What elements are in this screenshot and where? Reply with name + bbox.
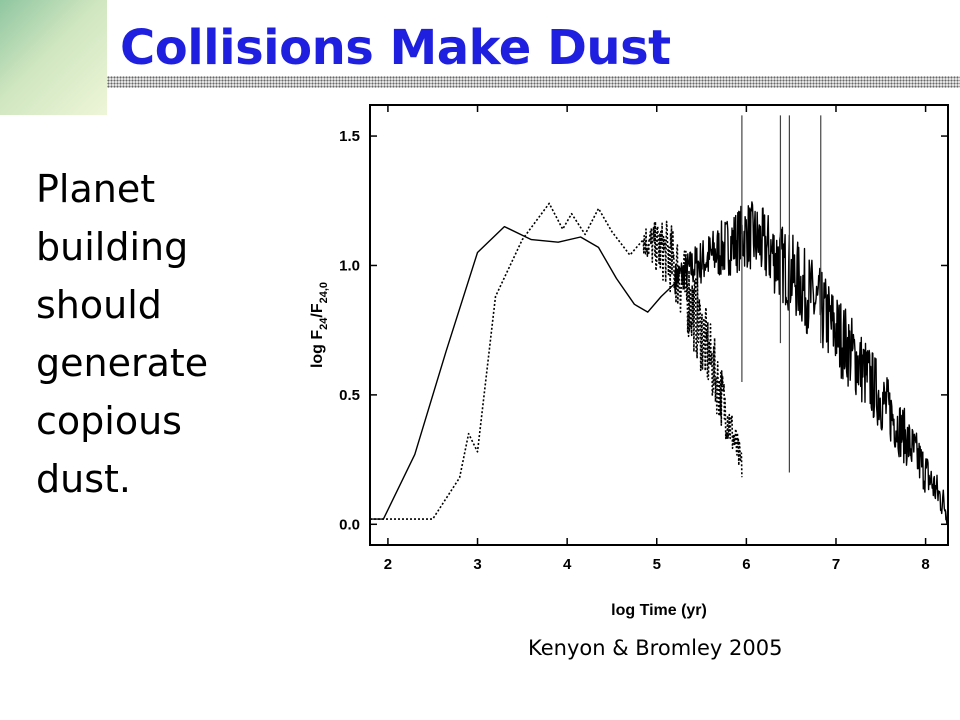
y-axis-label-sub2: 24,0 bbox=[318, 282, 330, 303]
slide-body-text: Planet building should generate copious … bbox=[36, 167, 209, 501]
x-tick-label: 3 bbox=[473, 556, 481, 573]
y-tick-label: 0.0 bbox=[339, 516, 360, 533]
y-tick-label: 1.0 bbox=[339, 257, 360, 274]
y-axis-label-mid: /F bbox=[309, 303, 326, 317]
title-underline bbox=[107, 76, 960, 88]
series-solid-line bbox=[370, 201, 949, 525]
y-axis-label: log F24/F24,0 bbox=[309, 282, 330, 368]
series-dotted-line bbox=[370, 202, 743, 520]
y-axis-label-main: log F bbox=[309, 330, 326, 368]
corner-decoration bbox=[0, 0, 107, 115]
y-tick-label: 0.5 bbox=[339, 387, 360, 404]
plot-frame bbox=[369, 104, 949, 546]
dust-flux-chart: 0.0 0.5 1.0 1.5 2 3 4 5 6 7 8 log Time (yr) log F… bbox=[309, 104, 949, 619]
x-tick-label: 6 bbox=[742, 556, 750, 573]
x-axis-ticks: 2 3 4 5 6 7 8 bbox=[384, 105, 930, 573]
y-axis-ticks: 0.0 0.5 1.0 1.5 bbox=[339, 128, 948, 533]
y-tick-label: 1.5 bbox=[339, 128, 360, 145]
x-axis-label: log Time (yr) bbox=[611, 602, 707, 619]
x-tick-label: 8 bbox=[921, 556, 929, 573]
y-axis-label-sub1: 24 bbox=[318, 317, 330, 330]
series-layer bbox=[370, 115, 949, 525]
x-tick-label: 5 bbox=[653, 556, 661, 573]
citation-text: Kenyon & Bromley 2005 bbox=[528, 636, 783, 660]
slide-title: Collisions Make Dust bbox=[120, 20, 671, 76]
x-tick-label: 7 bbox=[832, 556, 840, 573]
x-tick-label: 2 bbox=[384, 556, 392, 573]
x-tick-label: 4 bbox=[563, 556, 572, 573]
